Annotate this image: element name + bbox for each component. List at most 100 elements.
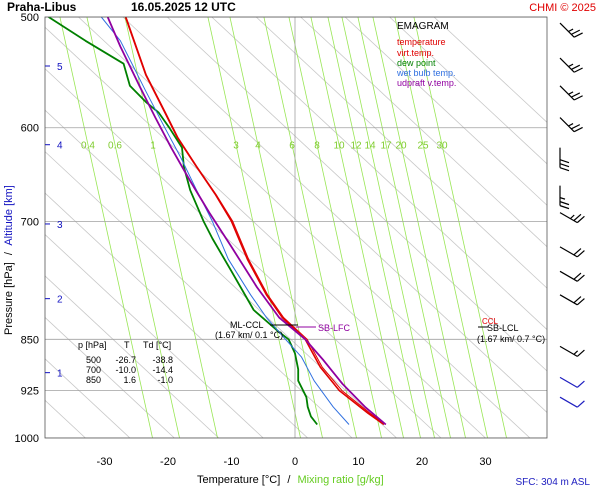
wind-barb-half-feather: [568, 123, 574, 127]
temperature-tick-label: 30: [479, 456, 491, 468]
altitude-tick-label: 1: [57, 369, 63, 380]
wind-barb-feather: [573, 272, 582, 280]
table-row-850-t: 1.6: [123, 375, 136, 385]
wind-barb-shaft: [559, 85, 575, 101]
dry-adiabat-line: [300, 17, 547, 248]
pressure-tick-label: 500: [21, 12, 39, 24]
wind-barb: [559, 85, 583, 101]
dry-adiabat-line: [122, 17, 547, 414]
table-row-850-td: -1.0: [157, 375, 173, 385]
chart-title: EMAGRAM: [397, 21, 449, 32]
wind-barb-half-feather: [568, 28, 574, 33]
wind-barb-feather: [573, 248, 582, 256]
mixing-ratio-label: 1: [150, 141, 156, 152]
wind-barb-feather: [573, 213, 582, 222]
legend-virt-temp: virt.temp.: [397, 48, 434, 58]
legend-updraft: udpraft v.temp.: [397, 78, 456, 88]
ml-ccl-detail: (1.67 km/ 0.1 °C): [215, 330, 283, 340]
wind-barb-shaft: [559, 212, 578, 224]
wind-barb-shaft: [559, 294, 578, 306]
x-axis-title: Temperature [°C] / Mixing ratio [g/kg]: [197, 474, 384, 486]
dry-adiabat-line: [344, 17, 547, 206]
wind-barb: [559, 147, 570, 172]
wind-barb-half-feather: [568, 91, 574, 95]
mixing-ratio-line: [310, 17, 404, 438]
mixing-ratio-line: [263, 17, 357, 438]
dry-adiabat-line: [211, 17, 547, 331]
legend-temperature: temperature: [397, 37, 446, 47]
mixing-ratio-label: 10: [333, 141, 345, 152]
temperature-tick-label: -10: [224, 456, 240, 468]
wind-barb-feather: [559, 167, 570, 172]
mixing-ratio-label: 17: [380, 141, 392, 152]
temperature-tick-label: -30: [97, 456, 113, 468]
wind-barb-half-feather: [568, 63, 574, 68]
x-axis-label-temperature: Temperature [°C]: [197, 474, 280, 486]
wind-barb-feather: [573, 126, 583, 133]
wind-barb-feather: [576, 400, 585, 408]
dry-adiabat-line: [389, 17, 547, 165]
pressure-tick-label: 925: [21, 386, 39, 398]
dry-adiabat-line: [45, 275, 220, 438]
wind-barb-shaft: [559, 396, 578, 408]
pressure-tick-label: 850: [21, 334, 39, 346]
wind-barb-shaft: [559, 117, 575, 133]
wind-barb-shaft: [559, 246, 578, 258]
wind-barb-shaft: [559, 57, 575, 73]
pressure-tick-label: 1000: [15, 433, 39, 445]
table-row-700-t: -10.0: [115, 365, 136, 375]
wind-barb: [559, 22, 583, 38]
mixing-ratio-label: 30: [436, 141, 448, 152]
mixing-ratio-line: [327, 17, 421, 438]
temperature-tick-label: 10: [352, 456, 364, 468]
mixing-ratio-label: 14: [364, 141, 376, 152]
mixing-ratio-label: 8: [314, 141, 320, 152]
pressure-tick-label: 600: [21, 123, 39, 135]
wind-barb: [559, 270, 585, 282]
dry-adiabat-line: [433, 17, 547, 123]
sb-lcl-label: SB-LCL: [487, 323, 519, 333]
wind-barb-feather: [576, 349, 585, 357]
mixing-ratio-line: [413, 17, 507, 438]
mixing-ratio-line: [86, 17, 180, 438]
mixing-ratio-line: [341, 17, 435, 438]
dry-adiabat-line: [45, 358, 131, 438]
sb-lcl-detail: (1.67 km/ 0.7 °C): [477, 334, 545, 344]
table-row-850-p: 850: [86, 375, 101, 385]
sounding-datetime: 16.05.2025 12 UTC: [131, 0, 236, 14]
dry-adiabat-line: [45, 192, 308, 438]
dew-point-line: [48, 17, 318, 426]
mixing-ratio-label: 0.4: [81, 141, 95, 152]
dry-adiabat-line: [45, 233, 264, 438]
wind-barb-feather: [571, 124, 581, 130]
table-header-p: p [hPa]: [78, 340, 107, 350]
wind-barb-half-feather: [569, 214, 575, 220]
wind-barb-feather: [571, 92, 581, 98]
ml-ccl-label: ML-CCL: [230, 320, 264, 330]
y-axis-title: Pressure [hPa] / Altitude [km]: [3, 185, 15, 335]
wind-barb-feather: [559, 201, 570, 206]
wind-barb: [559, 294, 585, 306]
altitude-tick-label: 5: [57, 62, 63, 73]
wind-barb-feather: [576, 298, 585, 306]
wind-barb-shaft: [559, 345, 578, 357]
series-layer: [48, 17, 387, 426]
wind-barb: [559, 246, 585, 258]
mixing-ratio-label: 3: [233, 141, 239, 152]
table-row-500-td: -38.8: [152, 355, 173, 365]
station-name: Praha-Libus: [7, 0, 77, 14]
altitude-tick-label: 3: [57, 220, 63, 231]
table-header-td: Td [°C]: [143, 340, 171, 350]
surface-note: SFC: 304 m ASL: [516, 477, 591, 488]
wind-barb-feather: [571, 64, 581, 70]
mixing-ratio-label: 12: [350, 141, 362, 152]
wind-barb-feather: [573, 67, 583, 73]
temperature-tick-label: -20: [160, 456, 176, 468]
altitude-tick-label: 4: [57, 141, 63, 152]
copyright: CHMI © 2025: [529, 2, 596, 14]
mixing-ratio-line: [229, 17, 323, 438]
wind-barb-feather: [576, 250, 585, 258]
dry-adiabat-line: [45, 316, 175, 438]
wind-barb-half-feather: [559, 197, 566, 200]
